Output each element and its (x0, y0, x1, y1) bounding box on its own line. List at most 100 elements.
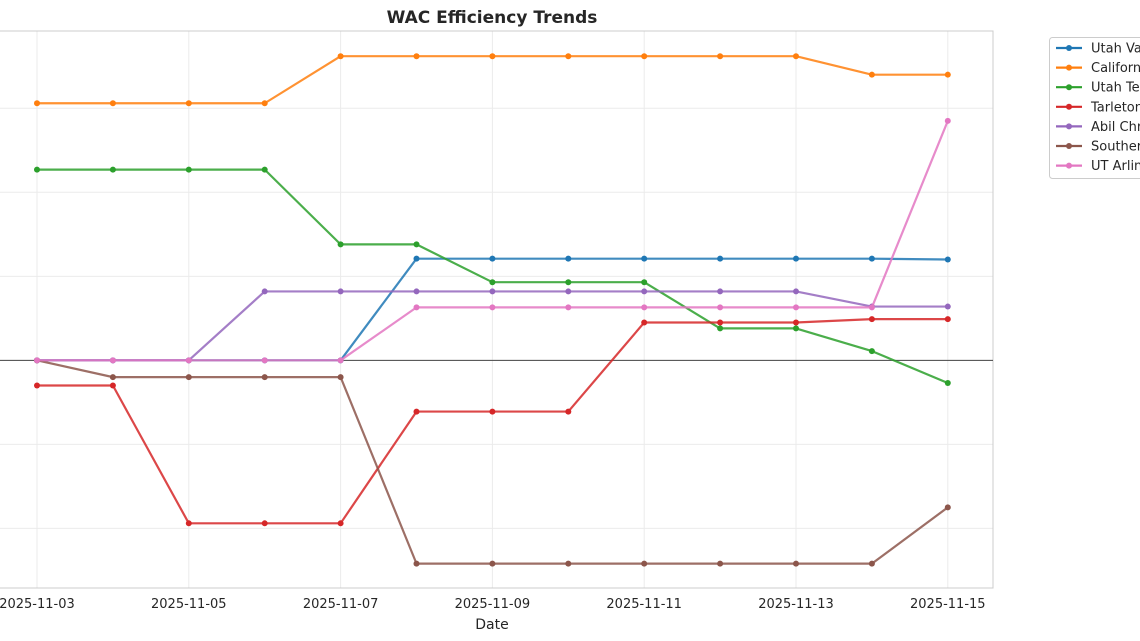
data-point (944, 504, 951, 511)
legend-box (1049, 37, 1140, 179)
data-point (641, 255, 648, 262)
data-point (868, 316, 875, 323)
data-point (109, 374, 116, 381)
data-point (641, 560, 648, 567)
legend-item: Utah Te (1056, 81, 1140, 96)
x-tick-label: 2025-11-15 (910, 597, 986, 612)
data-point (641, 319, 648, 326)
data-point (717, 53, 724, 60)
data-point (34, 166, 40, 173)
data-point (565, 408, 572, 415)
legend-label: Utah Te (1091, 81, 1140, 96)
data-point (261, 288, 268, 295)
series-6 (34, 117, 951, 364)
data-point (261, 166, 268, 173)
x-tick-label: 2025-11-13 (758, 597, 834, 612)
data-point (261, 357, 268, 364)
data-point (565, 288, 572, 295)
data-point (413, 560, 420, 567)
data-point (185, 166, 192, 173)
legend-marker (1066, 64, 1072, 71)
series-2 (34, 166, 951, 387)
legend: Utah Va Californ Utah Te Tarleton Abil Chr So… (1049, 37, 1140, 179)
legend-label: UT Arlin (1091, 159, 1140, 174)
data-point (944, 71, 951, 78)
x-tick-label: 2025-11-03 (0, 597, 75, 612)
data-point (793, 288, 799, 295)
legend-marker (1066, 162, 1072, 169)
data-point (185, 100, 192, 107)
data-point (868, 560, 875, 567)
data-point (109, 382, 116, 389)
series-group (34, 53, 951, 567)
data-point (944, 316, 951, 323)
legend-marker (1066, 45, 1072, 51)
legend-label: Abil Chr (1091, 120, 1140, 135)
x-tick-label: 2025-11-09 (455, 597, 531, 612)
legend-label: Utah Va (1091, 42, 1140, 57)
data-point (944, 303, 951, 310)
x-tick-label: 2025-11-07 (303, 597, 379, 612)
data-point (261, 100, 268, 107)
data-point (565, 53, 572, 60)
data-point (337, 357, 344, 364)
data-point (868, 304, 875, 311)
grid (0, 31, 993, 588)
series-3 (34, 316, 951, 527)
data-point (337, 53, 344, 60)
data-point (337, 288, 344, 295)
legend-label: Tarleton (1090, 100, 1140, 115)
data-point (337, 520, 344, 527)
data-point (489, 279, 496, 286)
data-point (868, 255, 875, 262)
data-point (489, 288, 496, 295)
legend-item: UT Arlin (1056, 159, 1140, 174)
data-point (868, 348, 875, 355)
data-point (717, 288, 724, 295)
legend-label: Californ (1091, 61, 1140, 76)
data-point (109, 166, 116, 173)
data-point (413, 304, 420, 311)
data-point (793, 304, 799, 311)
x-tick-label: 2025-11-11 (606, 597, 682, 612)
data-point (717, 560, 724, 567)
series-5 (34, 357, 951, 567)
data-point (34, 357, 40, 364)
data-point (413, 255, 420, 262)
legend-marker (1066, 143, 1072, 149)
x-tick-labels: 2025-11-03 2025-11-05 2025-11-07 2025-11-09… (0, 597, 986, 612)
data-point (793, 560, 799, 567)
data-point (565, 304, 572, 311)
data-point (489, 304, 496, 311)
data-point (717, 255, 724, 262)
data-point (185, 357, 192, 364)
data-point (489, 255, 496, 262)
data-point (109, 100, 116, 107)
data-point (261, 520, 268, 527)
data-point (717, 304, 724, 311)
data-point (944, 256, 951, 263)
data-point (641, 288, 648, 295)
data-point (337, 241, 344, 248)
data-point (261, 374, 268, 381)
data-point (793, 325, 799, 332)
data-point (565, 279, 572, 286)
legend-item: Utah Va (1056, 42, 1140, 57)
legend-marker (1066, 84, 1072, 91)
legend-item: Abil Chr (1056, 120, 1140, 135)
data-point (793, 53, 799, 60)
data-point (944, 380, 951, 387)
legend-marker (1066, 123, 1072, 130)
legend-item: Tarleton (1056, 100, 1140, 115)
data-point (793, 319, 799, 326)
data-point (413, 408, 420, 415)
chart-title: WAC Efficiency Trends (387, 8, 598, 28)
data-point (793, 255, 799, 262)
data-point (413, 53, 420, 60)
data-point (641, 304, 648, 311)
data-point (413, 288, 420, 295)
data-point (185, 520, 192, 527)
data-point (868, 71, 875, 78)
x-tick-label: 2025-11-05 (151, 597, 227, 612)
